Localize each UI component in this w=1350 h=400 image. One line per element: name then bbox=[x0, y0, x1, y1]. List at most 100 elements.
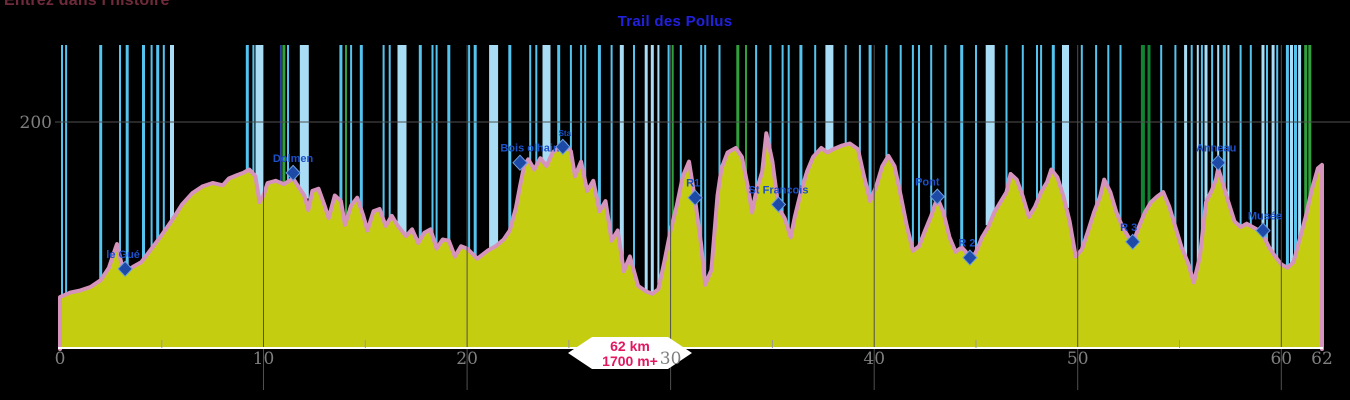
event-bar bbox=[542, 45, 551, 170]
waypoint-diamond[interactable] bbox=[962, 249, 978, 266]
event-bar bbox=[584, 45, 587, 185]
event-bar bbox=[418, 45, 422, 243]
event-bar bbox=[700, 45, 703, 249]
event-bar bbox=[1040, 45, 1043, 196]
event-bar bbox=[279, 45, 282, 186]
event-bar bbox=[1190, 45, 1193, 279]
event-bar bbox=[745, 45, 747, 181]
waypoint-diamond[interactable] bbox=[1210, 154, 1226, 171]
waypoint-diamond[interactable] bbox=[929, 188, 945, 205]
event-bar bbox=[162, 45, 165, 236]
waypoint-diamond[interactable] bbox=[687, 189, 703, 206]
event-bar bbox=[388, 45, 391, 223]
site-tagline: Entrez dans l'histoire bbox=[4, 0, 170, 9]
event-bar bbox=[1308, 45, 1312, 202]
x-axis-tick-label: 10 bbox=[253, 349, 275, 369]
x-axis-tick-label: 62 bbox=[1311, 349, 1333, 369]
event-bar bbox=[1119, 45, 1122, 226]
event-bar bbox=[679, 45, 682, 189]
event-bar bbox=[287, 45, 289, 185]
event-bar bbox=[825, 45, 834, 155]
event-bar bbox=[345, 45, 347, 225]
event-bar bbox=[339, 45, 343, 205]
event-bar bbox=[885, 45, 888, 163]
waypoint-sta: Sta bbox=[555, 129, 572, 156]
event-bar bbox=[65, 45, 68, 298]
event-bar bbox=[1239, 45, 1242, 231]
event-bar bbox=[1217, 45, 1220, 172]
event-bar bbox=[944, 45, 947, 224]
waypoint-dolmen: Dolmen bbox=[273, 153, 314, 182]
event-bar bbox=[1200, 45, 1203, 242]
event-bar bbox=[382, 45, 385, 224]
waypoint-diamond[interactable] bbox=[1255, 222, 1271, 239]
event-bar bbox=[718, 45, 721, 185]
event-bar bbox=[557, 45, 561, 151]
waypoint-le-gue: le Gué bbox=[106, 249, 140, 278]
waypoint-label: St Francois bbox=[749, 185, 809, 197]
event-bar bbox=[619, 45, 624, 261]
event-bar bbox=[350, 45, 353, 209]
event-bar bbox=[844, 45, 847, 148]
event-bar bbox=[1107, 45, 1110, 191]
event-bar bbox=[911, 45, 914, 254]
event-bar bbox=[610, 45, 613, 244]
event-bar bbox=[1271, 45, 1275, 257]
event-bar bbox=[650, 45, 654, 297]
event-bar bbox=[1227, 45, 1230, 206]
event-bar bbox=[644, 45, 648, 295]
y-axis-tick-label: 200 bbox=[20, 113, 52, 133]
event-bar bbox=[930, 45, 933, 219]
event-bar bbox=[985, 45, 995, 226]
event-bar bbox=[1095, 45, 1098, 211]
event-bar bbox=[255, 45, 264, 206]
event-bar bbox=[569, 45, 572, 155]
event-bar bbox=[99, 45, 103, 284]
event-bar bbox=[1140, 45, 1145, 221]
event-bar bbox=[1211, 45, 1214, 193]
event-bar bbox=[787, 45, 790, 234]
waypoint-diamond[interactable] bbox=[1125, 233, 1141, 251]
waypoint-r1: R1 bbox=[686, 178, 703, 206]
event-bar bbox=[156, 45, 160, 244]
badge-elevation-gain: 1700 m+ bbox=[602, 353, 658, 369]
event-bar bbox=[580, 45, 583, 165]
event-bar bbox=[799, 45, 803, 196]
event-bar bbox=[125, 45, 129, 274]
waypoint-diamond[interactable] bbox=[117, 260, 133, 278]
event-bar bbox=[781, 45, 784, 218]
event-bar bbox=[1174, 45, 1177, 231]
event-bar bbox=[633, 45, 635, 275]
event-bar bbox=[814, 45, 817, 158]
event-bar bbox=[1298, 45, 1302, 243]
waypoint-anneau: Anneau bbox=[1196, 143, 1236, 171]
waypoint-diamond[interactable] bbox=[285, 164, 301, 182]
waypoint-diamond[interactable] bbox=[512, 154, 528, 171]
event-bar bbox=[667, 45, 670, 244]
waypoint-bois-olhain: Bois olhain bbox=[500, 143, 560, 171]
waypoint-label: Pont bbox=[915, 177, 940, 189]
event-bar bbox=[529, 45, 532, 166]
waypoint-pont: Pont bbox=[915, 177, 945, 205]
event-bar bbox=[61, 45, 63, 300]
event-bar bbox=[435, 45, 438, 252]
event-bar bbox=[671, 45, 674, 226]
event-bar bbox=[1294, 45, 1297, 258]
event-bar bbox=[1196, 45, 1199, 269]
event-bar bbox=[1204, 45, 1208, 206]
waypoint-diamond[interactable] bbox=[555, 138, 571, 156]
event-bar bbox=[508, 45, 512, 234]
chart-title: Trail des Pollus bbox=[617, 13, 733, 30]
event-bar bbox=[359, 45, 363, 213]
distance-badge-shape bbox=[568, 337, 692, 369]
event-bar bbox=[1285, 45, 1289, 271]
x-axis-tick-label: 40 bbox=[863, 349, 885, 369]
x-axis-tick-label: 30 bbox=[660, 349, 682, 369]
event-bar bbox=[1005, 45, 1008, 196]
badge-distance: 62 km bbox=[610, 338, 650, 354]
waypoint-diamond[interactable] bbox=[770, 196, 787, 213]
event-bar bbox=[1290, 45, 1293, 267]
event-bar bbox=[1222, 45, 1226, 192]
